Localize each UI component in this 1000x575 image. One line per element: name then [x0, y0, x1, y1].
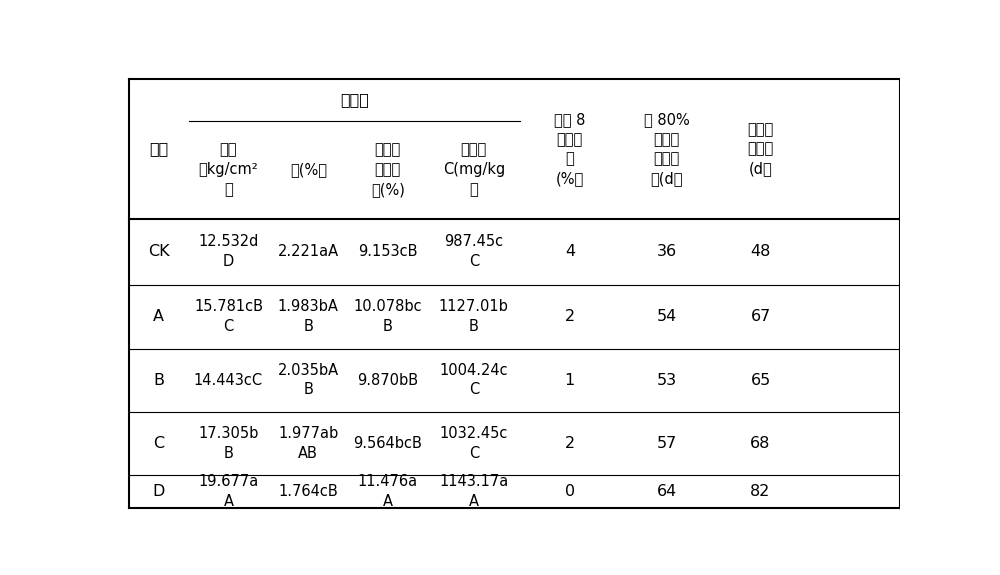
Text: A: A [153, 309, 164, 324]
Text: 19.677a
A: 19.677a A [198, 474, 259, 509]
Text: D: D [153, 484, 165, 499]
Text: 14.443cC: 14.443cC [194, 373, 263, 388]
Text: 10.078bc
B: 10.078bc B [353, 299, 422, 334]
Text: C: C [153, 436, 164, 451]
Text: 64: 64 [657, 484, 677, 499]
Text: 达 80%
软果实
贮藏天
数(d）: 达 80% 软果实 贮藏天 数(d） [644, 112, 690, 186]
Text: 2: 2 [565, 309, 575, 324]
Text: 2: 2 [565, 436, 575, 451]
Text: 57: 57 [657, 436, 677, 451]
Text: 2.035bA
B: 2.035bA B [278, 363, 339, 397]
Text: 贮藏 8
天软果
率
(%）: 贮藏 8 天软果 率 (%） [554, 112, 586, 186]
Text: 采收时: 采收时 [340, 93, 369, 108]
Text: 处理: 处理 [149, 141, 168, 156]
Text: 最长贮
藏天数
(d）: 最长贮 藏天数 (d） [747, 122, 774, 177]
Text: 65: 65 [750, 373, 771, 388]
Text: 1127.01b
B: 1127.01b B [439, 299, 509, 334]
Text: 0: 0 [565, 484, 575, 499]
Text: 2.221aA: 2.221aA [278, 244, 339, 259]
Text: 1004.24c
C: 1004.24c C [439, 363, 508, 397]
Text: CK: CK [148, 244, 170, 259]
Text: 15.781cB
C: 15.781cB C [194, 299, 263, 334]
Text: 硬度
（kg/cm²
）: 硬度 （kg/cm² ） [199, 143, 258, 197]
Text: 11.476a
A: 11.476a A [358, 474, 418, 509]
Text: 酸(%）: 酸(%） [290, 162, 327, 177]
Text: B: B [153, 373, 164, 388]
Text: 36: 36 [657, 244, 677, 259]
Text: 1.977ab
AB: 1.977ab AB [278, 426, 338, 461]
Text: 1032.45c
C: 1032.45c C [440, 426, 508, 461]
Text: 54: 54 [657, 309, 677, 324]
Text: 1.764cB: 1.764cB [278, 484, 338, 499]
Text: 1.983bA
B: 1.983bA B [278, 299, 339, 334]
Text: 82: 82 [750, 484, 771, 499]
Text: 维生素
C(mg/kg
）: 维生素 C(mg/kg ） [443, 143, 505, 197]
Text: 987.45c
C: 987.45c C [444, 235, 503, 269]
Text: 12.532d
D: 12.532d D [198, 235, 259, 269]
Text: 9.153cB: 9.153cB [358, 244, 417, 259]
Text: 可溶性
总糖含
量(%): 可溶性 总糖含 量(%) [371, 143, 405, 197]
Text: 68: 68 [750, 436, 771, 451]
Text: 1143.17a
A: 1143.17a A [439, 474, 508, 509]
Text: 67: 67 [750, 309, 771, 324]
Text: 4: 4 [565, 244, 575, 259]
Text: 48: 48 [750, 244, 771, 259]
Text: 1: 1 [565, 373, 575, 388]
Text: 53: 53 [657, 373, 677, 388]
Text: 9.870bB: 9.870bB [357, 373, 418, 388]
Text: 17.305b
B: 17.305b B [198, 426, 259, 461]
Text: 9.564bcB: 9.564bcB [353, 436, 422, 451]
